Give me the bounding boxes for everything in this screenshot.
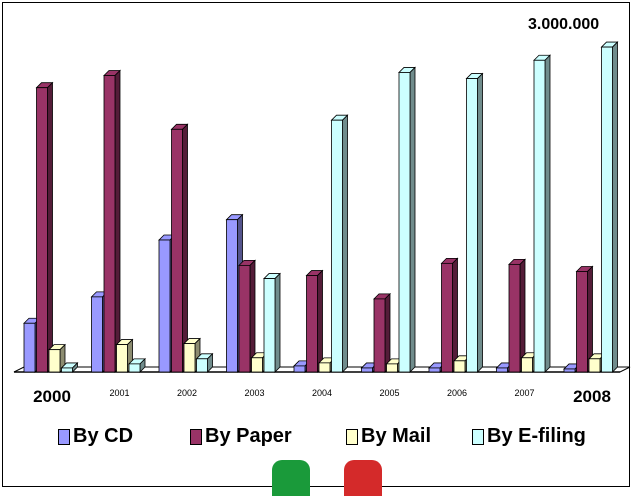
legend-item-efiling: By E-filing: [472, 425, 586, 448]
bar-by-cd-2006: [428, 367, 441, 373]
bar-by-mail-2006: [453, 360, 466, 373]
bar-side: [612, 41, 618, 373]
bar-by-paper-2003: [238, 264, 251, 373]
bar-by-paper-2008: [576, 271, 588, 373]
bar-by-paper-2000: [36, 87, 48, 373]
x-tick-label-2004: 2004: [312, 388, 332, 398]
legend-swatch-efiling: [472, 428, 484, 445]
bar-side: [544, 54, 551, 373]
bar-side: [274, 272, 281, 373]
bar-by-e-filing-2007: [533, 59, 546, 373]
legend: By CD By Paper By Mail By E-filing: [0, 425, 634, 455]
legend-label-cd: By CD: [73, 425, 134, 447]
legend-item-mail: By Mail: [346, 425, 431, 448]
bar-side: [47, 81, 53, 373]
bar-by-paper-2006: [441, 262, 453, 373]
bar-by-e-filing-2002: [196, 358, 208, 373]
bar-by-paper-2002: [171, 128, 183, 373]
bar-side: [384, 292, 391, 373]
bar-side: [452, 257, 458, 373]
bar-side: [317, 269, 323, 373]
bar-by-paper-2004: [306, 275, 318, 373]
bar-by-mail-2008: [588, 358, 601, 373]
bar-by-cd-2007: [496, 367, 508, 373]
legend-item-paper: By Paper: [190, 425, 292, 448]
bar-side: [409, 66, 416, 373]
bar-side: [182, 123, 188, 373]
bar-by-e-filing-2000: [61, 367, 73, 373]
bar-side: [477, 72, 483, 373]
bar-by-cd-2003: [226, 219, 238, 373]
x-tick-label-2008: 2008: [573, 387, 611, 406]
bar-by-mail-2000: [48, 349, 61, 373]
legend-label-efiling: By E-filing: [487, 425, 586, 447]
x-tick-label-2003: 2003: [244, 388, 264, 398]
x-tick-label-2001: 2001: [109, 388, 129, 398]
bar-by-cd-2002: [158, 239, 171, 373]
x-tick-label-2002: 2002: [177, 388, 197, 398]
annotation-3000000: 3.000.000: [528, 16, 599, 33]
bar-by-mail-2002: [183, 343, 196, 373]
x-tick-label-2007: 2007: [514, 388, 534, 398]
legend-swatch-mail: [346, 428, 358, 445]
bar-by-cd-2001: [91, 296, 103, 373]
legend-label-paper: By Paper: [205, 425, 292, 447]
bar-by-cd-2005: [361, 367, 373, 373]
legend-item-cd: By CD: [58, 425, 133, 448]
bar-side: [114, 69, 121, 373]
legend-swatch-cd: [58, 428, 70, 445]
flag-red-tab: [344, 460, 382, 496]
bar-by-mail-2001: [116, 344, 128, 373]
legend-label-mail: By Mail: [361, 425, 432, 447]
x-tick-label-2006: 2006: [447, 388, 467, 398]
bar-by-paper-2005: [373, 298, 386, 373]
legend-swatch-paper: [190, 428, 202, 445]
bar-by-mail-2007: [521, 357, 533, 373]
bar-by-mail-2004: [318, 362, 331, 373]
bar-by-e-filing-2003: [263, 278, 276, 373]
x-tick-label-2000: 2000: [33, 387, 71, 406]
bar-side: [342, 114, 348, 373]
flag-green-tab: [272, 460, 310, 496]
bar-by-e-filing-2004: [331, 119, 343, 373]
bar-by-cd-2008: [563, 368, 576, 373]
bar-by-e-filing-2008: [601, 46, 613, 373]
bar-by-cd-2000: [23, 322, 36, 373]
bar-by-e-filing-2001: [128, 363, 141, 373]
bar-by-e-filing-2006: [466, 78, 478, 373]
bar-by-paper-2001: [103, 75, 116, 373]
x-tick-label-2005: 2005: [379, 388, 399, 398]
bar-by-e-filing-2005: [398, 72, 411, 373]
bar-by-mail-2003: [251, 357, 263, 373]
bar-by-paper-2007: [508, 263, 521, 373]
bar-by-mail-2005: [386, 363, 398, 373]
bar-by-cd-2004: [293, 365, 306, 373]
bar-chart: 2000 2001 2002 2003 2004 2005 2006 2007 2008 3.00…: [13, 16, 631, 406]
